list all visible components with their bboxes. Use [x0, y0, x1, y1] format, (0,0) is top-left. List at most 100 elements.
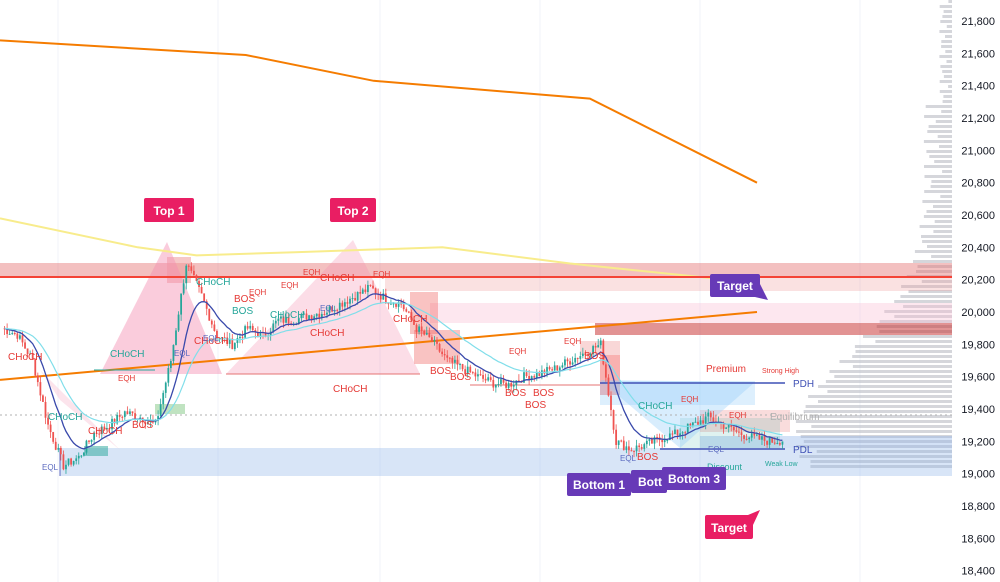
callouts[interactable]: Top 1 Top 2 Target Bottom 1 Bott Bottom … — [144, 198, 768, 539]
supply-zone-mid — [430, 303, 952, 323]
candle-bearish — [436, 339, 438, 344]
candle-bearish — [671, 433, 674, 435]
callout-top1-text: Top 1 — [153, 204, 184, 218]
volume-profile-bar — [933, 230, 952, 233]
candle-bullish — [392, 303, 395, 305]
bos-label: BOS — [450, 372, 471, 383]
candle-bearish — [738, 431, 740, 433]
volume-profile-bar — [809, 415, 952, 418]
volume-profile-bar — [923, 215, 952, 218]
volume-profile-bar — [943, 10, 952, 13]
candle-bullish — [249, 325, 252, 329]
candle-bullish — [154, 420, 157, 423]
volume-profile-bar — [803, 410, 952, 413]
candle-bullish — [561, 365, 564, 368]
candle-bearish — [26, 348, 29, 354]
bos-label: BOS — [232, 306, 253, 317]
pattern-triangles — [40, 240, 755, 450]
candle-bullish — [579, 356, 582, 359]
candle-bullish — [320, 313, 323, 318]
volume-profile-bar — [921, 235, 952, 238]
pdl-label: PDL — [793, 445, 813, 456]
callout-target-lower[interactable]: Target — [705, 510, 760, 539]
volume-profile-bar — [924, 190, 952, 193]
callout-bottom2[interactable]: Bott — [631, 470, 667, 493]
volume-profile-bar — [934, 160, 952, 163]
candle-bearish — [697, 421, 699, 425]
volume-profile-bar — [914, 250, 952, 253]
candle-bullish — [326, 312, 328, 315]
price-axis[interactable]: 21,800 21,600 21,400 21,200 21,000 20,800 20,6… — [961, 16, 995, 578]
candle-bearish — [62, 454, 65, 470]
callout-top1[interactable]: Top 1 — [144, 198, 194, 222]
top2-triangle — [226, 240, 420, 374]
candle-bullish — [699, 420, 702, 425]
candle-bearish — [443, 354, 446, 356]
candle-bearish — [451, 357, 454, 363]
candle-bullish — [625, 446, 628, 450]
candle-bullish — [648, 439, 651, 441]
volume-profile-bar — [921, 280, 952, 283]
candle-bearish — [256, 332, 259, 338]
volume-profile-bar — [825, 380, 952, 383]
eql-label: EQL — [203, 334, 220, 343]
candle-bullish — [592, 346, 594, 354]
candle-bullish — [272, 323, 275, 332]
volume-profile-bar — [942, 70, 952, 73]
candle-bullish — [466, 366, 469, 375]
price-tick-label: 18,600 — [961, 533, 995, 545]
candle-bearish — [336, 309, 339, 311]
candle-bullish — [507, 383, 510, 388]
candle-bullish — [167, 368, 170, 383]
candle-bullish — [781, 441, 784, 445]
discount-zone — [680, 418, 780, 448]
candle-bullish — [164, 382, 167, 393]
volume-profile-bar — [829, 370, 952, 373]
choch-label: CHoCH — [110, 349, 144, 360]
volume-profile-bar — [854, 345, 952, 348]
candle-bearish — [372, 285, 374, 289]
candle-bearish — [633, 450, 635, 452]
candle-bearish — [198, 280, 200, 287]
eql-label: EQL — [42, 463, 59, 472]
candle-bullish — [349, 298, 351, 304]
callout-target-lower-text: Target — [711, 521, 747, 535]
candle-bearish — [131, 411, 134, 414]
eqh-label: EQH — [281, 281, 299, 290]
candle-bullish — [553, 365, 556, 371]
volume-profile-bar — [796, 430, 952, 433]
callout-top2[interactable]: Top 2 — [330, 198, 376, 222]
price-tick-label: 20,000 — [961, 307, 995, 319]
candle-bullish — [768, 437, 771, 445]
candle-bearish — [548, 367, 551, 370]
candle-bullish — [338, 302, 341, 311]
volume-profile-bar — [834, 375, 952, 378]
volume-profile-bar — [931, 255, 952, 258]
candle-bullish — [487, 377, 490, 381]
candle-bearish — [684, 432, 687, 434]
candle-bullish — [182, 283, 185, 294]
candle-bearish — [464, 369, 467, 375]
candle-bullish — [221, 337, 223, 339]
candle-bullish — [727, 424, 730, 428]
candle-bearish — [52, 432, 55, 442]
callout-bottom3[interactable]: Bottom 3 — [662, 467, 726, 490]
candle-bearish — [210, 320, 213, 325]
candle-bearish — [456, 359, 459, 365]
callout-target-upper[interactable]: Target — [710, 274, 768, 300]
volume-profile-bar — [852, 365, 952, 368]
candle-bullish — [90, 439, 93, 442]
candle-bearish — [203, 293, 206, 302]
price-tick-label: 19,800 — [961, 339, 995, 351]
ma-yellow-line — [0, 217, 758, 284]
candle-bearish — [410, 312, 413, 320]
volume-profile-bar — [919, 225, 952, 228]
callout-bottom1[interactable]: Bottom 1 — [567, 473, 631, 496]
candle-bearish — [576, 357, 579, 359]
candle-bullish — [663, 440, 666, 443]
candle-bearish — [305, 313, 308, 320]
candle-bullish — [390, 303, 392, 305]
price-tick-label: 21,600 — [961, 48, 995, 60]
candle-bearish — [144, 422, 147, 425]
